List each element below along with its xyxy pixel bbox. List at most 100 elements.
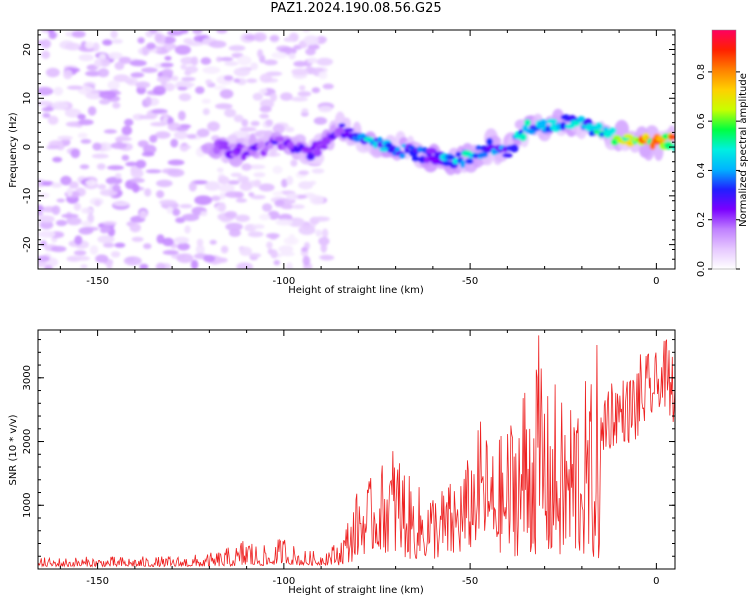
noise-blob: [307, 57, 318, 64]
noise-blob: [162, 237, 174, 247]
snr-background: [38, 330, 675, 569]
noise-blob: [61, 213, 79, 219]
noise-blob: [112, 102, 121, 109]
noise-blob: [170, 75, 179, 82]
noise-blob: [179, 204, 193, 209]
noise-blob: [183, 38, 194, 45]
noise-blob: [85, 70, 102, 77]
colorbar-tick-label: 0.8: [696, 64, 707, 80]
ridge-core-blob: [411, 155, 420, 162]
noise-blob: [131, 236, 144, 242]
spectrogram-background: [38, 30, 675, 269]
colorbar-tick-label: 0.0: [696, 261, 707, 277]
ridge-core-blob: [379, 147, 390, 153]
noise-blob: [130, 72, 145, 78]
noise-blob: [218, 176, 230, 185]
noise-blob: [302, 255, 311, 266]
noise-blob: [125, 161, 138, 167]
noise-blob: [237, 55, 252, 66]
colorbar: 0.0 0.2 0.4 0.6 0.8 Normalized spectral ampl…: [696, 29, 749, 277]
noise-blob: [89, 245, 99, 255]
noise-blobs: [38, 30, 335, 269]
noise-blob: [99, 58, 111, 67]
noise-blob: [154, 33, 163, 43]
noise-blob: [98, 99, 111, 105]
spectrogram-y-tick-label: 20: [22, 43, 33, 56]
ridge-core-blob: [426, 147, 437, 155]
noise-blob: [106, 259, 113, 269]
noise-blob: [273, 260, 281, 266]
noise-blob: [274, 199, 285, 207]
snr-x-tick-label: -100: [273, 576, 296, 587]
noise-blob: [303, 35, 320, 46]
noise-blob: [181, 77, 196, 82]
noise-blob: [185, 65, 199, 74]
noise-blob: [84, 41, 94, 49]
noise-blob: [174, 45, 191, 55]
noise-blob: [102, 221, 117, 226]
noise-blob: [250, 62, 259, 71]
noise-blob: [224, 211, 238, 219]
noise-blob: [137, 37, 145, 44]
noise-blob: [311, 87, 321, 94]
ridge-core-blob: [539, 119, 548, 127]
noise-blob: [103, 129, 117, 134]
noise-blob: [38, 230, 56, 238]
noise-blob: [144, 188, 152, 197]
ridge-core-blob: [263, 146, 269, 153]
ridge-blobs: [201, 108, 675, 176]
noise-blob: [237, 175, 250, 183]
noise-blob: [275, 219, 293, 226]
noise-blob: [132, 183, 140, 193]
noise-blob: [203, 254, 216, 263]
noise-blob: [97, 184, 107, 190]
noise-blob: [57, 135, 73, 141]
spectrogram-x-tick-label: -50: [462, 276, 478, 287]
noise-blob: [99, 189, 118, 197]
noise-blob: [191, 56, 199, 66]
noise-blob: [123, 256, 142, 266]
noise-blob: [50, 245, 67, 253]
noise-blob: [215, 103, 233, 110]
noise-blob: [150, 122, 168, 127]
noise-blob: [253, 32, 267, 42]
noise-blob: [145, 169, 162, 174]
noise-blob: [149, 30, 158, 34]
noise-blob: [143, 144, 157, 155]
noise-blob: [309, 195, 324, 205]
noise-blob: [316, 57, 334, 66]
noise-blob: [159, 199, 177, 205]
spectrogram-x-axis-label: Height of straight line (km): [288, 285, 424, 296]
snr-y-tick-label: 1000: [22, 493, 33, 518]
noise-blob: [298, 181, 313, 190]
noise-blob: [40, 240, 47, 247]
noise-blob: [259, 73, 273, 83]
ridge-core-blob: [306, 152, 316, 161]
ridge-core-blob: [455, 151, 462, 157]
noise-blob: [51, 101, 69, 110]
noise-blob: [149, 134, 158, 143]
noise-blob: [146, 42, 156, 50]
noise-blob: [156, 190, 165, 199]
noise-blob: [53, 86, 64, 96]
noise-blob: [298, 170, 310, 175]
ridge-core-blob: [258, 141, 265, 147]
ridge-core-blob: [576, 116, 586, 124]
colorbar-tick-label: 0.6: [696, 113, 707, 129]
noise-blob: [38, 211, 44, 216]
noise-blob: [41, 50, 51, 59]
noise-blob: [160, 62, 174, 68]
ridge-core-blob: [343, 127, 354, 133]
noise-blob: [167, 168, 185, 177]
noise-blob: [315, 229, 322, 237]
noise-blob: [233, 78, 241, 83]
noise-blob: [152, 85, 166, 96]
noise-blob: [77, 132, 88, 139]
noise-blob: [192, 30, 203, 35]
noise-blob: [113, 201, 130, 207]
noise-blob: [135, 81, 151, 89]
noise-blob: [286, 175, 294, 186]
noise-blob: [166, 206, 174, 214]
ridge-core-blob: [218, 145, 224, 150]
